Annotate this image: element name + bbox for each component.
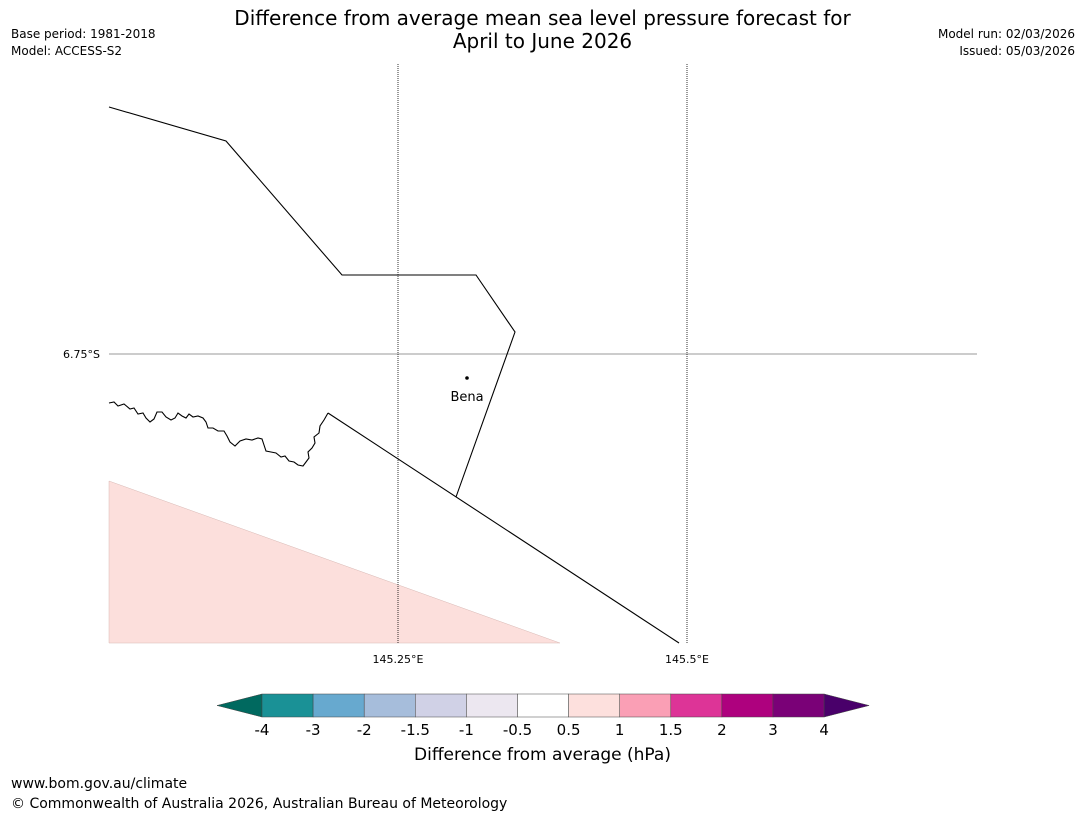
colorbar: -4 -3 -2 -1.5 -1 -0.5 0.5 1 1.5 2 3 4 (216, 693, 870, 739)
bena-marker-icon (465, 376, 469, 380)
colorbar-extend-low (216, 693, 263, 718)
footer: www.bom.gov.au/climate © Commonwealth of… (11, 774, 507, 814)
colorbar-tick-label: -2 (357, 721, 372, 739)
base-period: Base period: 1981-2018 (11, 27, 156, 41)
model-name: Model: ACCESS-S2 (11, 44, 123, 58)
colorbar-segment (721, 693, 774, 718)
colorbar-tick-label: -0.5 (503, 721, 532, 739)
model-run: Model run: 02/03/2026 (937, 27, 1075, 41)
title-line-2: April to June 2026 (452, 29, 633, 53)
colorbar-segment (466, 693, 518, 718)
anomaly-fill-area (108, 480, 561, 644)
colorbar-tick-label: 1 (615, 721, 625, 739)
colorbar-extend-high (823, 693, 870, 718)
footer-copyright: © Commonwealth of Australia 2026, Austra… (11, 796, 508, 812)
colorbar-tick-label: -1 (459, 721, 474, 739)
colorbar-tick-label: -3 (306, 721, 321, 739)
title-line-1: Difference from average mean sea level p… (234, 6, 851, 30)
colorbar-segment (619, 693, 672, 718)
colorbar-tick-label: -4 (255, 721, 270, 739)
colorbar-segment (670, 693, 723, 718)
colorbar-segment (568, 693, 620, 718)
colorbar-tick-label: 4 (819, 721, 829, 739)
boundary-line-north (108, 106, 516, 498)
meta-left: Base period: 1981-2018 Model: ACCESS-S2 (11, 26, 156, 60)
longitude-label-2: 145.5°E (665, 653, 709, 666)
river-line (108, 401, 329, 467)
colorbar-segment (261, 693, 314, 718)
colorbar-segment (312, 693, 365, 718)
colorbar-title: Difference from average (hPa) (414, 745, 671, 765)
issued-date: Issued: 05/03/2026 (959, 44, 1075, 58)
colorbar-tick-label: 2 (717, 721, 727, 739)
colorbar-segment (517, 693, 569, 718)
bena-label: Bena (450, 390, 483, 405)
colorbar-tick-label: 1.5 (659, 721, 683, 739)
colorbar-segment (363, 693, 416, 718)
boundary-line-south (327, 412, 680, 644)
footer-url: www.bom.gov.au/climate (11, 776, 188, 792)
colorbar-segment (772, 693, 825, 718)
longitude-label-1: 145.25°E (373, 653, 424, 666)
meta-right: Model run: 02/03/2026 Issued: 05/03/2026 (938, 26, 1075, 60)
latitude-label: 6.75°S (63, 348, 100, 361)
colorbar-tick-label: 0.5 (557, 721, 581, 739)
map-title: Difference from average mean sea level p… (0, 7, 1085, 53)
colorbar-tick-label: 3 (768, 721, 778, 739)
colorbar-tick-label: -1.5 (401, 721, 430, 739)
colorbar-segment (415, 693, 467, 718)
